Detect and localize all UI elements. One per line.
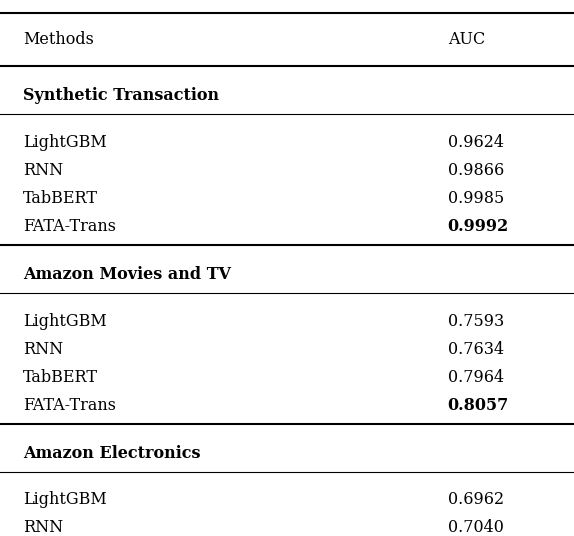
Text: FATA-Trans: FATA-Trans xyxy=(23,397,116,414)
Text: Amazon Movies and TV: Amazon Movies and TV xyxy=(23,266,231,283)
Text: 0.7593: 0.7593 xyxy=(448,312,504,330)
Text: RNN: RNN xyxy=(23,341,63,358)
Text: LightGBM: LightGBM xyxy=(23,134,107,151)
Text: 0.7040: 0.7040 xyxy=(448,519,503,536)
Text: RNN: RNN xyxy=(23,519,63,536)
Text: 0.7634: 0.7634 xyxy=(448,341,504,358)
Text: 0.9985: 0.9985 xyxy=(448,190,504,207)
Text: 0.7964: 0.7964 xyxy=(448,369,504,385)
Text: LightGBM: LightGBM xyxy=(23,312,107,330)
Text: Methods: Methods xyxy=(23,31,94,48)
Text: LightGBM: LightGBM xyxy=(23,492,107,509)
Text: RNN: RNN xyxy=(23,162,63,179)
Text: 0.8057: 0.8057 xyxy=(448,397,509,414)
Text: AUC: AUC xyxy=(448,31,485,48)
Text: TabBERT: TabBERT xyxy=(23,190,98,207)
Text: Amazon Electronics: Amazon Electronics xyxy=(23,445,200,462)
Text: FATA-Trans: FATA-Trans xyxy=(23,218,116,235)
Text: Synthetic Transaction: Synthetic Transaction xyxy=(23,87,219,105)
Text: 0.9624: 0.9624 xyxy=(448,134,504,151)
Text: 0.6962: 0.6962 xyxy=(448,492,504,509)
Text: 0.9866: 0.9866 xyxy=(448,162,504,179)
Text: TabBERT: TabBERT xyxy=(23,369,98,385)
Text: 0.9992: 0.9992 xyxy=(448,218,509,235)
